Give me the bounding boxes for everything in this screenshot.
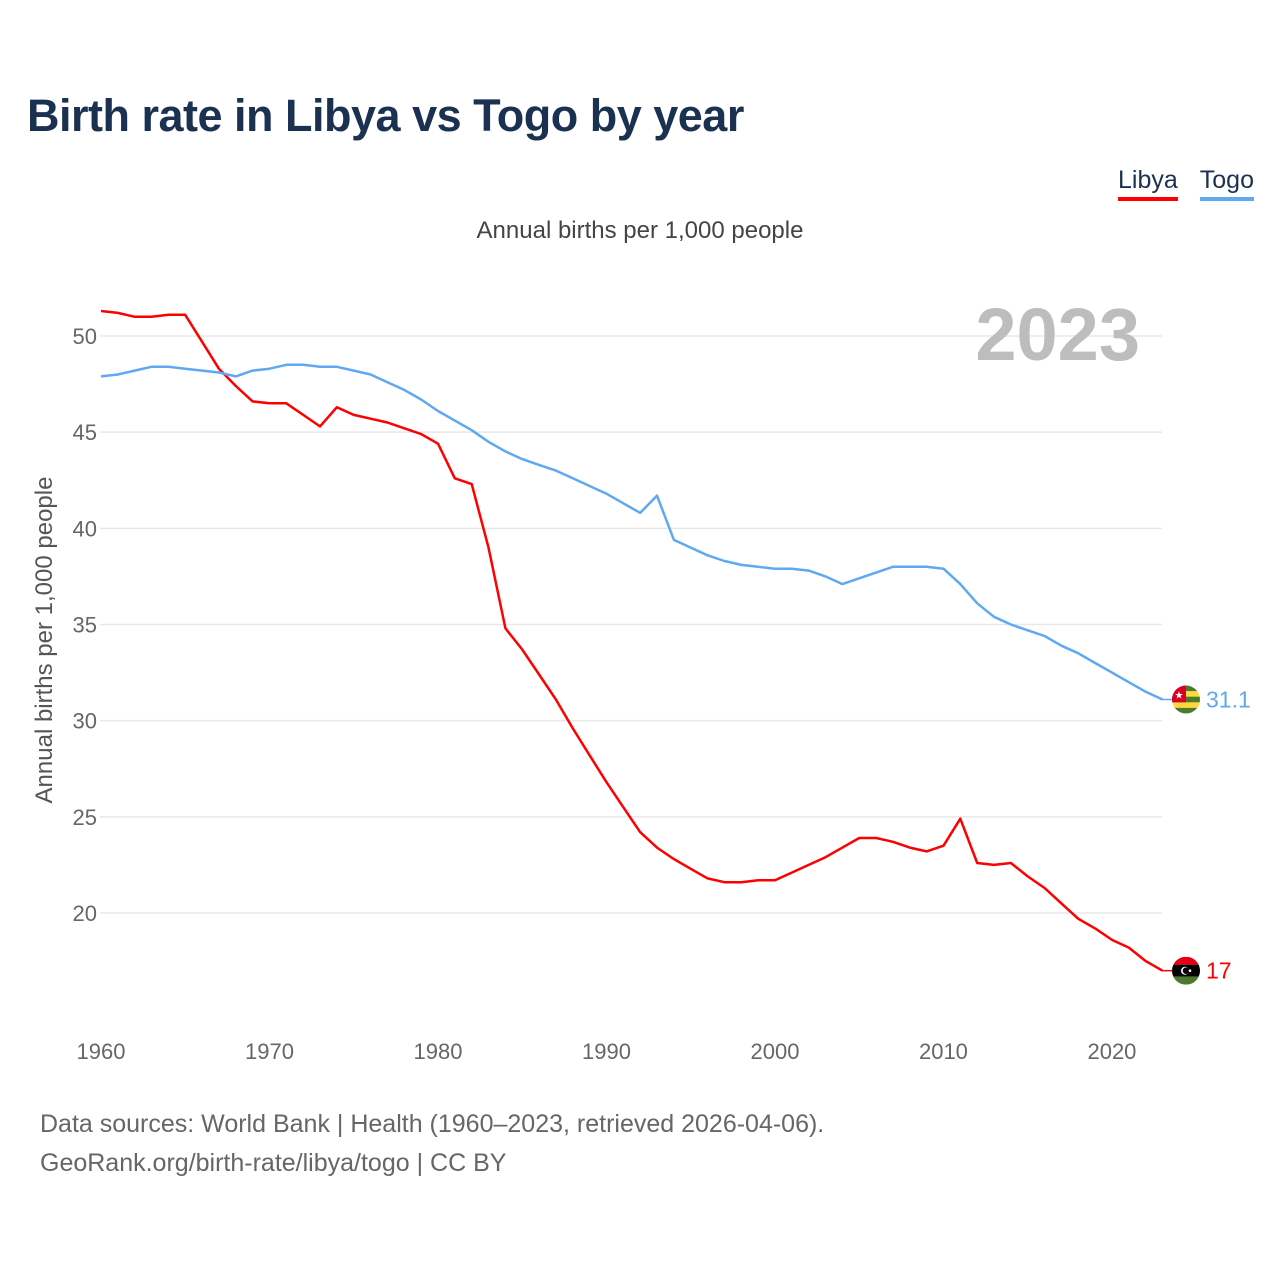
y-tick-label: 50 [73, 324, 97, 349]
x-tick-label: 2020 [1087, 1039, 1136, 1064]
legend-item-togo[interactable]: Togo [1199, 166, 1254, 201]
legend: Libya Togo [1118, 166, 1254, 201]
x-tick-label: 1960 [77, 1039, 126, 1064]
y-axis-label: Annual births per 1,000 people [31, 477, 58, 804]
chart-title: Birth rate in Libya vs Togo by year [27, 90, 744, 141]
x-tick-label: 2010 [919, 1039, 968, 1064]
x-tick-label: 2000 [750, 1039, 799, 1064]
y-tick-label: 45 [73, 420, 97, 445]
libya-flag-icon [1172, 956, 1200, 985]
data-source-note: Data sources: World Bank | Health (1960–… [40, 1110, 825, 1138]
togo-flag-icon: ★ [1172, 685, 1200, 714]
y-tick-label: 35 [73, 612, 97, 637]
series-line-togo [100, 363, 1164, 701]
svg-text:★: ★ [1175, 691, 1184, 702]
y-tick-label: 20 [73, 901, 97, 926]
series-line-libya [100, 309, 1164, 972]
x-tick-label: 1990 [582, 1039, 631, 1064]
y-tick-label: 40 [73, 516, 97, 541]
footer: Data sources: World Bank | Health (1960–… [40, 1105, 824, 1183]
y-tick-label: 30 [73, 709, 97, 734]
x-tick-label: 1970 [245, 1039, 294, 1064]
source-link[interactable]: GeoRank.org/birth-rate/libya/togo | CC B… [40, 1149, 507, 1177]
legend-item-libya[interactable]: Libya [1118, 166, 1178, 201]
end-value-label: 31.1 [1206, 687, 1251, 713]
year-watermark: 2023 [975, 293, 1140, 376]
end-value-label: 17 [1206, 958, 1232, 984]
x-tick-label: 1980 [414, 1039, 463, 1064]
y-tick-label: 25 [73, 805, 97, 830]
chart-subtitle: Annual births per 1,000 people [476, 217, 804, 244]
